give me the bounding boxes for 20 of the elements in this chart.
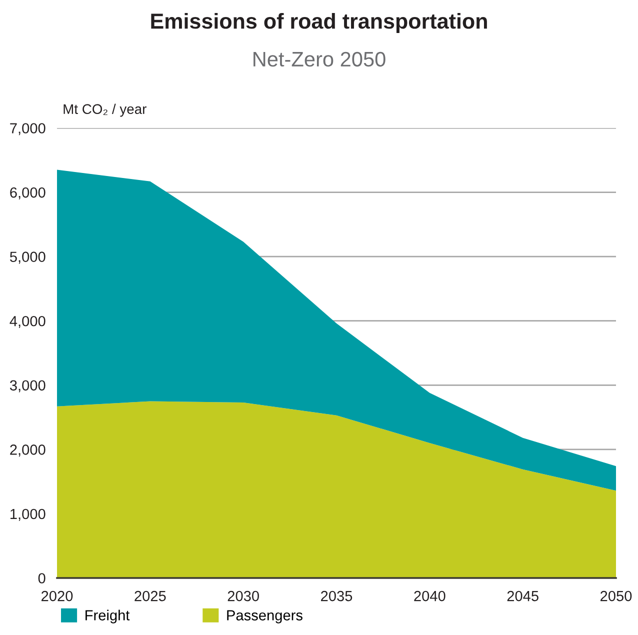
- legend-label: Passengers: [227, 610, 302, 624]
- y-tick-label: 4,000: [10, 316, 46, 328]
- x-tick-label: 2020: [42, 590, 73, 602]
- chart-subtitle: Net-Zero 2050: [254, 52, 386, 67]
- y-tick-label: 3,000: [10, 380, 46, 392]
- y-axis-title: Mt CO₂ / year: [64, 104, 146, 117]
- x-tick-label: 2050: [600, 590, 632, 602]
- x-tick-label: 2030: [228, 590, 259, 602]
- y-tick-label: 5,000: [10, 252, 46, 264]
- y-tick-label: 2,000: [10, 444, 46, 457]
- y-tick-label: 7,000: [10, 123, 46, 136]
- x-tick-label: 2045: [507, 590, 538, 602]
- legend-label: Freight: [86, 610, 130, 624]
- y-tick-label: 0: [38, 573, 46, 584]
- x-tick-label: 2035: [321, 590, 352, 602]
- chart-title: Emissions of road transportation: [151, 12, 487, 34]
- y-tick-label: 1,000: [10, 508, 46, 521]
- x-tick-label: 2040: [414, 590, 446, 602]
- y-tick-label: 6,000: [10, 187, 46, 200]
- x-tick-label: 2025: [134, 590, 166, 602]
